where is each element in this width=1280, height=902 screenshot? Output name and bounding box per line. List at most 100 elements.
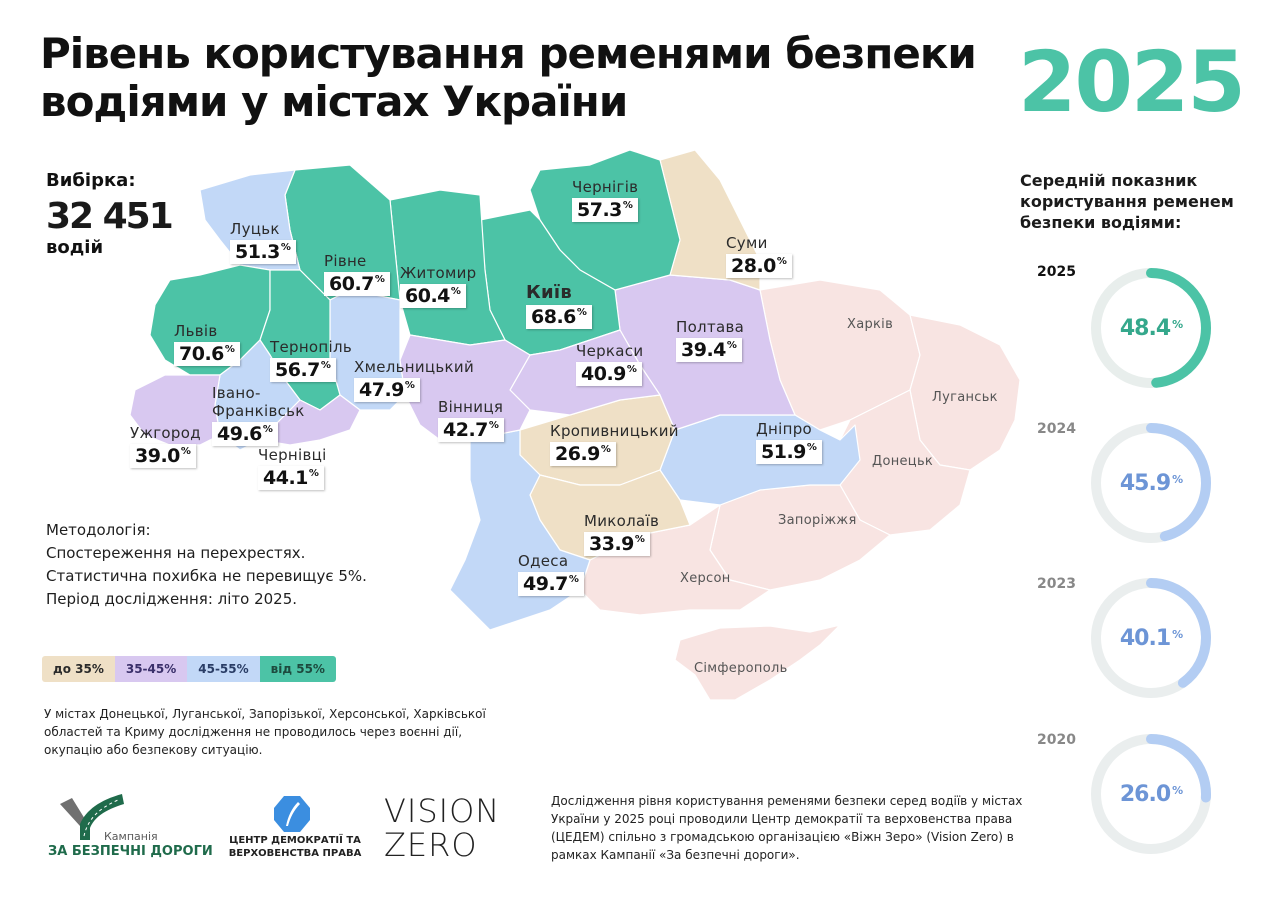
city-name: Хмельницький xyxy=(354,358,475,376)
city-value: 56.7% xyxy=(270,358,337,382)
city-kyiv: Київ 68.6% xyxy=(526,282,593,329)
label-donetsk: Донецьк xyxy=(872,454,934,469)
city-value: 39.0% xyxy=(130,444,197,468)
label-simferopol: Сімферополь xyxy=(694,661,788,676)
donut-ring xyxy=(1091,578,1211,698)
sample-count: 32 451 xyxy=(46,196,174,237)
zero-text: ZERO xyxy=(384,826,478,864)
donut-year-2024: 2024 xyxy=(1037,421,1076,437)
campaign-small-text: Кампанія xyxy=(104,830,158,843)
year-heading: 2025 xyxy=(1018,33,1246,131)
road-icon xyxy=(60,794,124,840)
city-value: 28.0% xyxy=(726,254,793,278)
city-name: Тернопіль xyxy=(270,338,352,356)
city-value: 51.9% xyxy=(756,440,823,464)
city-rivne: Рівне 60.7% xyxy=(324,252,391,296)
averages-title: Середній показник користування ременем б… xyxy=(1020,171,1234,232)
city-value: 47.9% xyxy=(354,378,421,402)
city-name: Одеса xyxy=(518,552,569,570)
donut-year-2023: 2023 xyxy=(1037,576,1076,592)
sample-block: Вибірка: 32 451 водій xyxy=(46,170,174,258)
city-mykolaiv: Миколаїв 33.9% xyxy=(584,512,659,556)
label-zaporizhzhia: Запоріжжя xyxy=(778,513,857,528)
title-line-1: Рівень користування ременями безпеки xyxy=(40,29,977,78)
city-kropyvnytskyi: Кропивницький 26.9% xyxy=(550,422,679,466)
city-name: Рівне xyxy=(324,252,367,270)
city-vinnytsia: Вінниця 42.7% xyxy=(438,398,505,442)
city-khmelnytskyi: Хмельницький 47.9% xyxy=(354,358,474,402)
donut-2024: 45.9% xyxy=(1089,421,1213,545)
city-value: 68.6% xyxy=(526,305,593,329)
city-name: Полтава xyxy=(676,318,745,336)
donut-ring xyxy=(1091,423,1211,543)
city-value: 57.3% xyxy=(572,198,639,222)
city-uzhhorod: Ужгород 39.0% xyxy=(130,424,201,468)
city-chernihiv: Чернігів 57.3% xyxy=(572,178,639,222)
city-value: 40.9% xyxy=(576,362,643,386)
city-value: 49.6% xyxy=(212,422,279,446)
sample-label: Вибірка: xyxy=(46,170,136,191)
legend-35-45: 35-45% xyxy=(114,656,188,682)
label-kharkiv: Харків xyxy=(847,317,894,332)
label-kherson: Херсон xyxy=(680,571,731,586)
title-line-2: водіями у містах України xyxy=(40,77,628,126)
city-value: 42.7% xyxy=(438,418,505,442)
region-crimea xyxy=(674,624,841,701)
region-luhansk xyxy=(909,314,1021,471)
city-name: Ужгород xyxy=(130,424,201,442)
city-value: 39.4% xyxy=(676,338,743,362)
label-luhansk: Луганськ xyxy=(932,390,998,405)
city-ternopil: Тернопіль 56.7% xyxy=(270,338,352,382)
methodology-line-1: Спостереження на перехрестях. xyxy=(46,544,306,562)
legend-over-55: від 55% xyxy=(259,656,336,682)
methodology: Методологія: Спостереження на перехрестя… xyxy=(46,519,367,611)
legend-45-55: 45-55% xyxy=(187,656,260,682)
vision-text: VISION xyxy=(384,792,501,830)
campaign-name: ЗА БЕЗПЕЧНІ ДОРОГИ xyxy=(48,844,213,859)
city-name: Житомир xyxy=(400,264,477,282)
city-ivano-frankivsk: Івано- Франківськ 49.6% xyxy=(212,384,305,446)
city-name: Чернігів xyxy=(572,178,639,196)
city-name-line1: Івано- xyxy=(212,384,261,402)
city-value: 60.7% xyxy=(324,272,391,296)
city-name: Київ xyxy=(526,282,573,303)
city-name-line2: Франківськ xyxy=(212,402,305,420)
donut-value: 48.4% xyxy=(1119,315,1183,341)
donut-year-2020: 2020 xyxy=(1037,732,1076,748)
city-poltava: Полтава 39.4% xyxy=(676,318,744,362)
city-name: Миколаїв xyxy=(584,512,660,530)
city-name: Луцьк xyxy=(230,220,280,238)
color-legend: до 35% 35-45% 45-55% від 55% xyxy=(42,656,336,682)
city-lutsk: Луцьк 51.3% xyxy=(230,220,297,264)
ukraine-map: Луцьк 51.3% Рівне 60.7% Житомир 60.4% Че… xyxy=(120,140,1040,740)
donut-year-2025: 2025 xyxy=(1037,264,1076,280)
city-zhytomyr: Житомир 60.4% xyxy=(400,264,477,308)
city-value: 33.9% xyxy=(584,532,651,556)
city-name: Кропивницький xyxy=(550,422,679,440)
city-value: 26.9% xyxy=(550,442,617,466)
donut-value: 40.1% xyxy=(1119,625,1183,651)
note-not-surveyed: У містах Донецької, Луганської, Запорізь… xyxy=(44,707,486,757)
city-chernivtsi: Чернівці 44.1% xyxy=(258,446,327,490)
donut-2023: 40.1% xyxy=(1089,576,1213,700)
cedem-feather-icon xyxy=(274,796,310,832)
city-lviv: Львів 70.6% xyxy=(174,322,241,366)
sample-unit: водій xyxy=(46,237,104,258)
city-cherkasy: Черкаси 40.9% xyxy=(576,342,643,386)
city-name: Чернівці xyxy=(258,446,327,464)
city-value: 49.7% xyxy=(518,572,585,596)
partner-logos: Кампанія ЗА БЕЗПЕЧНІ ДОРОГИ ЦЕНТР ДЕМОКР… xyxy=(40,790,520,870)
city-name: Вінниця xyxy=(438,398,504,416)
donut-ring xyxy=(1091,734,1211,854)
donut-ring xyxy=(1091,268,1211,388)
city-name: Черкаси xyxy=(576,342,644,360)
methodology-line-3: Період дослідження: літо 2025. xyxy=(46,590,298,608)
donut-2020: 26.0% xyxy=(1089,732,1213,856)
page-title: Рівень користування ременями безпеки вод… xyxy=(40,30,1000,126)
cedem-name: ЦЕНТР ДЕМОКРАТІЇ ТА ВЕРХОВЕНСТВА ПРАВА xyxy=(228,835,362,859)
methodology-line-2: Статистична похибка не перевищує 5%. xyxy=(46,567,367,585)
legend-under-35: до 35% xyxy=(42,656,115,682)
credit-text: Дослідження рівня користування ременями … xyxy=(551,794,1023,862)
city-value: 44.1% xyxy=(258,466,325,490)
city-value: 70.6% xyxy=(174,342,241,366)
